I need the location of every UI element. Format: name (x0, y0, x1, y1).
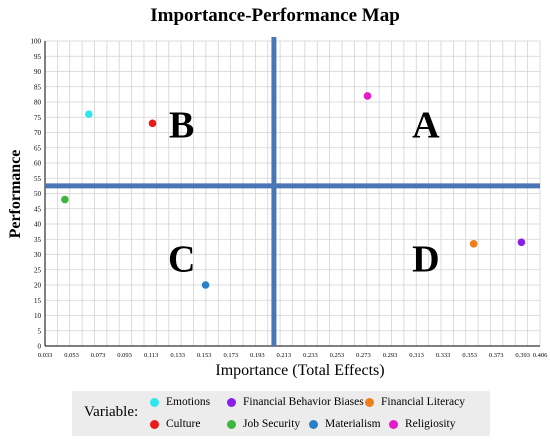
legend-label: Culture (166, 418, 201, 430)
y-tick-label: 15 (34, 297, 42, 305)
y-tick-label: 35 (34, 236, 42, 244)
y-tick-label: 25 (34, 266, 42, 274)
legend-item-financial-behavior-biases: Financial Behavior Biases (227, 396, 364, 408)
y-tick-label: 85 (34, 83, 42, 91)
legend-marker (365, 397, 374, 407)
legend-item-job-security: Job Security (227, 418, 300, 430)
point-emotions (84, 110, 93, 118)
legend-label: Materialism (325, 418, 381, 430)
legend-title: Variable: (84, 404, 139, 420)
y-tick-label: 45 (34, 205, 42, 213)
x-tick-label: 0.373 (489, 352, 504, 359)
legend-marker (309, 419, 318, 429)
y-tick-label: 100 (31, 38, 42, 46)
legend-label: Financial Behavior Biases (243, 396, 364, 408)
quadrant-label-a: A (412, 104, 440, 146)
x-tick-label: 0.233 (303, 352, 318, 359)
x-tick-label: 0.273 (356, 352, 371, 359)
y-tick-label: 90 (34, 68, 42, 76)
y-tick-label: 75 (34, 114, 42, 122)
x-tick-label: 0.113 (144, 352, 158, 359)
y-axis-title: Performance (7, 149, 24, 239)
y-tick-label: 60 (34, 160, 42, 168)
point-financial-literacy (469, 240, 478, 248)
grid (44, 40, 541, 347)
legend-marker (150, 419, 159, 429)
x-tick-label: 0.053 (64, 352, 79, 359)
point-culture (148, 119, 157, 128)
reference-lines (45, 37, 540, 346)
data-points (61, 92, 526, 289)
x-tick-label: 0.073 (91, 352, 106, 359)
y-tick-label: 95 (34, 53, 42, 61)
chart-title: Importance-Performance Map (150, 5, 400, 26)
legend-label: Emotions (166, 396, 211, 408)
y-tick-label: 20 (34, 282, 42, 290)
x-tick-label: 0.213 (277, 352, 292, 359)
x-tick-label: 0.153 (197, 352, 212, 359)
y-tick-label: 80 (34, 99, 42, 107)
legend: Variable: Emotions Financial Behavior Bia… (72, 391, 490, 436)
point-religiosity (363, 92, 372, 100)
x-tick-label: 0.313 (409, 352, 424, 359)
point-materialism (201, 281, 210, 289)
quadrant-label-b: B (169, 104, 194, 146)
y-tick-label: 50 (34, 190, 42, 198)
x-tick-label: 0.193 (250, 352, 265, 359)
x-tick-label: 0.393 (515, 352, 530, 359)
y-tick-label: 55 (34, 175, 42, 183)
point-financial-behavior-biases (517, 238, 526, 247)
y-tick-label: 5 (38, 327, 42, 335)
y-tick-label: 40 (34, 221, 42, 229)
x-axis-title: Importance (Total Effects) (215, 362, 385, 379)
y-tick-label: 0 (38, 343, 42, 351)
quadrant-labels: A B C D (168, 104, 440, 280)
y-tick-label: 65 (34, 144, 42, 152)
y-tick-label: 30 (34, 251, 42, 259)
y-tick-label: 10 (34, 312, 42, 320)
x-tick-label: 0.293 (383, 352, 398, 359)
x-tick-label: 0.253 (330, 352, 345, 359)
x-tick-label: 0.133 (170, 352, 185, 359)
legend-item-religiosity: Religiosity (389, 418, 455, 430)
legend-item-culture: Culture (150, 418, 201, 430)
x-tick-label: 0.093 (117, 352, 132, 359)
legend-marker (389, 419, 398, 429)
y-tick-label: 70 (34, 129, 42, 137)
quadrant-label-c: C (168, 239, 195, 281)
quadrant-label-d: D (412, 239, 439, 281)
x-tick-label: 0.353 (462, 352, 477, 359)
x-tick-label: 0.406 (533, 352, 548, 359)
legend-label: Religiosity (405, 418, 456, 430)
legend-marker (227, 419, 236, 429)
legend-item-materialism: Materialism (309, 418, 381, 430)
legend-label: Job Security (243, 418, 301, 430)
x-tick-label: 0.033 (38, 352, 53, 359)
axes: 0 5 10 15 20 25 30 35 40 45 50 55 60 65 70 75 80 85 90 95 10… (31, 38, 549, 360)
x-tick-label: 0.333 (436, 352, 451, 359)
x-tick-label: 0.173 (223, 352, 238, 359)
legend-marker (227, 397, 236, 407)
point-job-security (61, 195, 69, 204)
legend-item-emotions: Emotions (150, 396, 210, 408)
legend-label: Financial Literacy (381, 396, 465, 408)
legend-item-financial-literacy: Financial Literacy (365, 396, 465, 408)
legend-marker (150, 397, 159, 407)
